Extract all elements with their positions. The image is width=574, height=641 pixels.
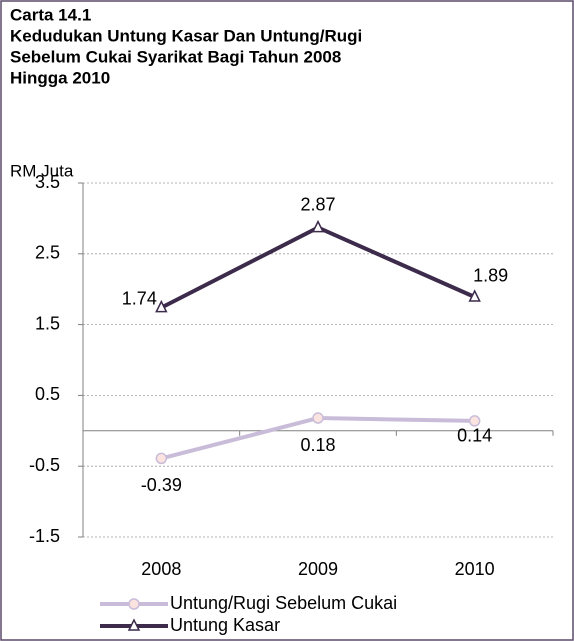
data-label: 0.14 xyxy=(457,426,492,446)
chart-title: Sebelum Cukai Syarikat Bagi Tahun 2008 xyxy=(10,47,341,66)
legend-label: Untung/Rugi Sebelum Cukai xyxy=(170,593,397,613)
legend-marker xyxy=(128,598,140,610)
y-tick-label: 3.5 xyxy=(35,172,60,192)
y-axis-label: RM Juta xyxy=(10,161,74,180)
marker xyxy=(468,289,481,302)
x-tick-label: 2008 xyxy=(141,559,181,579)
data-label: 0.18 xyxy=(300,435,335,455)
legend-label: Untung Kasar xyxy=(170,615,280,635)
y-tick-label: -1.5 xyxy=(29,526,60,546)
marker xyxy=(312,412,324,424)
y-tick-label: -0.5 xyxy=(29,455,60,475)
chart-title: Kedudukan Untung Kasar Dan Untung/Rugi xyxy=(10,26,362,45)
legend-marker xyxy=(127,618,141,631)
chart-title: Carta 14.1 xyxy=(10,5,91,24)
y-tick-label: 0.5 xyxy=(35,384,60,404)
marker xyxy=(468,415,481,427)
marker xyxy=(155,299,168,313)
chart-title: Hingga 2010 xyxy=(10,68,110,87)
data-label: 1.74 xyxy=(122,288,157,308)
data-label: 1.89 xyxy=(473,266,508,286)
marker xyxy=(311,219,325,233)
data-label: 2.87 xyxy=(300,194,335,214)
y-tick-label: 2.5 xyxy=(35,243,60,263)
x-tick-label: 2010 xyxy=(455,559,495,579)
data-label: -0.39 xyxy=(141,475,182,495)
y-tick-label: 1.5 xyxy=(35,313,60,333)
x-tick-label: 2009 xyxy=(298,559,338,579)
marker xyxy=(155,452,168,465)
